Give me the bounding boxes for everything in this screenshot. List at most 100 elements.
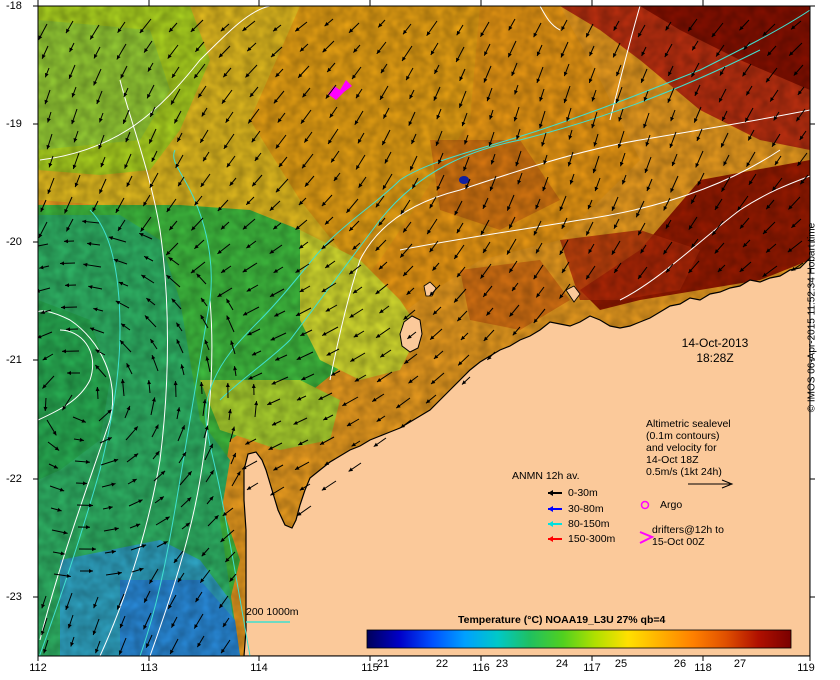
velocity-arrow-head	[614, 268, 619, 273]
velocity-arrow-head	[299, 244, 304, 249]
velocity-arrow-head	[378, 265, 384, 270]
velocity-arrow-head	[509, 224, 513, 229]
velocity-arrow-head	[273, 268, 279, 273]
velocity-arrow-head	[246, 244, 251, 249]
velocity-arrow-head	[669, 143, 674, 148]
anmn-item-2: 80-150m	[568, 518, 610, 530]
velocity-arrow-head	[273, 99, 278, 104]
velocity-arrow-head	[47, 189, 52, 194]
velocity-arrow-head	[144, 598, 148, 603]
velocity-arrow-head	[40, 207, 45, 212]
velocity-arrow-head	[249, 92, 254, 98]
velocity-arrow-head	[113, 258, 119, 263]
altimetry-line-4: 14-Oct 18Z	[646, 454, 699, 466]
velocity-arrow-head	[342, 402, 347, 406]
velocity-arrow-head	[425, 399, 431, 404]
velocity-arrow-head	[117, 226, 122, 231]
velocity-arrow-head	[407, 334, 412, 339]
velocity-arrow-head	[322, 48, 327, 53]
velocity-arrow-head	[535, 204, 540, 210]
velocity-arrow-head	[93, 603, 97, 609]
velocity-arrow-head	[299, 47, 305, 52]
velocity-arrow-head	[169, 27, 174, 33]
velocity-arrow-head	[79, 437, 84, 442]
velocity-arrow-head	[691, 199, 695, 204]
velocity-arrow-head	[95, 387, 100, 392]
velocity-arrow-head	[380, 95, 384, 100]
velocity-arrow-head	[516, 135, 520, 140]
velocity-arrow-head	[748, 180, 753, 185]
velocity-arrow-head	[378, 221, 383, 226]
velocity-arrow-head	[149, 139, 153, 144]
velocity-arrow-head	[461, 121, 466, 127]
velocity-arrow-head	[242, 225, 248, 230]
colorbar	[366, 629, 792, 649]
velocity-arrow-head	[645, 141, 650, 147]
velocity-arrow-head	[88, 285, 93, 290]
velocity-arrow-head	[376, 49, 381, 54]
velocity-arrow-head	[321, 201, 327, 207]
velocity-arrow-head	[746, 90, 751, 96]
velocity-arrow-head	[667, 98, 672, 103]
velocity-arrow-head	[663, 249, 668, 255]
velocity-arrow-head	[61, 305, 66, 310]
velocity-arrow-head	[352, 74, 357, 80]
velocity-arrow-head	[348, 28, 354, 33]
velocity-arrow-head	[113, 458, 119, 463]
velocity-arrow-head	[149, 183, 154, 188]
velocity-arrow-head	[144, 256, 149, 260]
velocity-arrow-head	[594, 186, 599, 192]
velocity-arrow-head	[376, 333, 381, 338]
velocity-arrow-head	[181, 425, 185, 430]
velocity-arrow-head	[533, 274, 538, 280]
velocity-arrow-head	[225, 557, 230, 563]
velocity-arrow-head	[176, 339, 181, 344]
velocity-arrow-head	[245, 440, 250, 445]
velocity-arrow-head	[372, 397, 377, 402]
velocity-arrow-head	[357, 138, 362, 144]
lon-label-114: 114	[250, 662, 268, 674]
velocity-arrow-head	[716, 52, 721, 57]
drifters-line-2: 15-Oct 00Z	[652, 536, 705, 548]
colorbar-tick-25: 25	[614, 658, 628, 670]
velocity-arrow-head	[400, 209, 405, 215]
velocity-arrow-head	[380, 68, 385, 74]
velocity-arrow-head	[538, 123, 543, 129]
velocity-arrow-head	[486, 96, 491, 102]
velocity-arrow-head	[517, 179, 522, 185]
velocity-arrow-head	[666, 268, 671, 273]
velocity-arrow-head	[772, 142, 776, 147]
velocity-arrow-head	[541, 141, 546, 147]
velocity-arrow-head	[351, 442, 356, 447]
velocity-arrow-head	[163, 541, 168, 546]
velocity-arrow-head	[57, 507, 62, 512]
colorbar-tick-23: 23	[495, 658, 509, 670]
lon-label-115: 115	[361, 662, 379, 674]
velocity-arrow-head	[151, 157, 156, 162]
velocity-arrow-head	[295, 312, 301, 316]
velocity-arrow-head	[791, 25, 796, 30]
velocity-arrow-head	[166, 275, 171, 280]
velocity-arrow-head	[200, 578, 205, 583]
velocity-arrow-head	[242, 268, 248, 273]
velocity-arrow-head	[146, 643, 150, 648]
velocity-arrow-head	[382, 185, 387, 190]
velocity-arrow-head	[403, 29, 408, 35]
velocity-arrows	[38, 18, 809, 655]
velocity-arrow-head	[174, 118, 179, 124]
velocity-arrow-head	[96, 99, 101, 105]
velocity-arrow-head	[214, 515, 219, 520]
velocity-arrow-head	[154, 424, 159, 430]
velocity-arrow-head	[83, 262, 88, 267]
velocity-arrow-head	[218, 53, 224, 58]
altimetry-line-5: 0.5m/s (1kt 24h)	[646, 466, 722, 478]
velocity-arrow-head	[271, 380, 277, 385]
velocity-arrow-head	[81, 418, 86, 423]
velocity-arrow-head	[349, 313, 354, 318]
velocity-arrow-head	[40, 310, 45, 315]
velocity-arrow-head	[488, 141, 493, 147]
velocity-arrow-head	[616, 71, 620, 77]
velocity-arrow-head	[459, 103, 463, 108]
velocity-arrow-head	[788, 205, 793, 210]
velocity-arrow-head	[293, 420, 298, 425]
